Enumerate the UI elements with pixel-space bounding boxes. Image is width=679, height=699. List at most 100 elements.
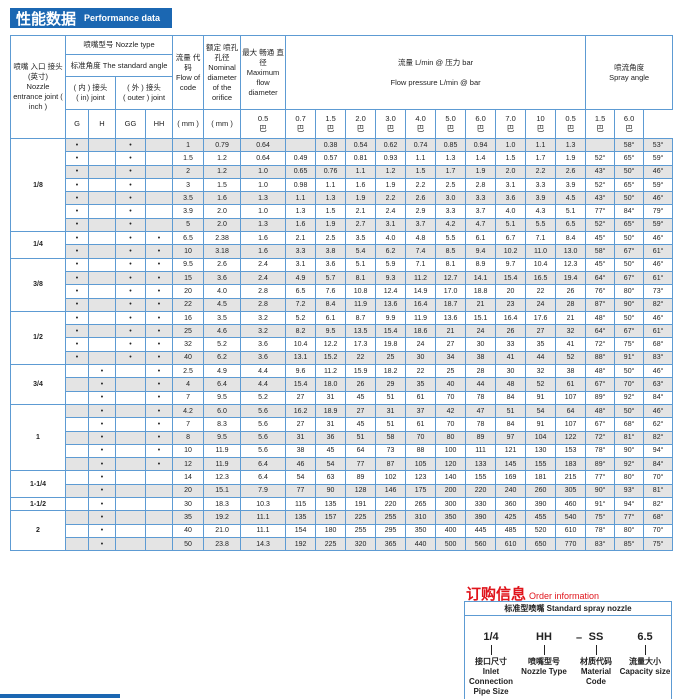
flow-value: 47 [465, 403, 497, 419]
flow-value: 107 [555, 417, 587, 432]
flow-value: 191 [345, 497, 377, 512]
flow-value: 51 [375, 390, 407, 405]
spray-angle-value: 67° [614, 244, 645, 259]
flow-value: 0.98 [285, 177, 317, 193]
joint-size: 3/4 [10, 364, 66, 405]
flow-code: 1.5 [172, 151, 205, 166]
flow-value: 2.7 [345, 217, 377, 233]
type-mark-h [88, 137, 116, 153]
flow-value: 610 [495, 536, 527, 552]
nominal-diameter: 9.5 [203, 390, 242, 405]
flow-value: 6.7 [495, 231, 527, 246]
spray-angle-value: 46° [643, 310, 674, 326]
type-mark-hh [144, 497, 174, 512]
flow-value: 8.2 [285, 324, 317, 339]
type-mark-gg: • [115, 270, 146, 286]
max-flow-diameter: 5.2 [240, 390, 287, 405]
spray-angle-value: 50° [614, 257, 645, 272]
nominal-diameter: 6.0 [203, 403, 242, 419]
type-mark-g [65, 523, 89, 538]
table-row: 2 • 35 19.2 11.1 135 157 225 255 310 350 390 425 455 5… [10, 510, 674, 552]
nominal-diameter: 1.2 [203, 151, 242, 166]
nominal-diameter: 4.6 [203, 324, 242, 339]
max-flow-diameter: 6.4 [240, 457, 287, 472]
flow-value: 9.6 [285, 364, 317, 379]
flow-value: 1.7 [525, 151, 557, 166]
table-row: • • 4 6.4 4.4 15.4 18.0 26 29 35 40 44 48 52 61 67° 70° 6… [11, 377, 674, 392]
nozzle-type-header: 喷嘴型号 Nozzle type [64, 35, 174, 55]
flow-value: 3.7 [465, 204, 497, 219]
type-mark-gg [115, 443, 146, 459]
flow-value: 130 [525, 443, 557, 459]
flow-value: 61 [555, 377, 587, 392]
type-mark-gg [115, 510, 146, 525]
flow-value: 91 [525, 417, 557, 432]
flow-value: 9.4 [465, 244, 497, 259]
nominal-diameter: 9.5 [203, 430, 242, 445]
flow-code: 5 [172, 217, 205, 233]
type-mark-h: • [88, 390, 116, 405]
flow-value: 23 [495, 297, 527, 312]
standard-angle-header: 标准角度 The standard angle [64, 54, 174, 77]
type-mark-gg [115, 523, 146, 538]
flow-value: 192 [285, 536, 317, 552]
order-part: 6.5 流量大小 Capacity size [617, 632, 673, 677]
flow-value: 27 [285, 417, 317, 432]
flow-value: 455 [525, 510, 557, 525]
order-part-cn: 材质代码 [580, 657, 612, 666]
flow-value: 6.1 [465, 231, 497, 246]
table-row: • • 3.9 2.0 1.0 1.3 1.5 2.1 2.4 2.9 3.3 3.7 4.0 4.3 5.… [11, 204, 674, 219]
type-mark-hh [144, 164, 174, 179]
joint-size: 2 [10, 510, 66, 552]
spray-angle-value: 75° [614, 337, 645, 352]
max-flow-diameter: 5.6 [240, 443, 287, 459]
spray-angle-value: 64° [585, 270, 616, 286]
flow-value: 16.5 [525, 270, 557, 286]
flow-value: 2.1 [345, 204, 377, 219]
flow-value: 1.1 [345, 164, 377, 179]
table-row: • • • 20 4.0 2.8 6.5 7.6 10.8 12.4 14.9 17.0 18.8 20 2… [11, 284, 674, 299]
flow-value: 330 [465, 497, 497, 512]
type-mark-h: • [88, 443, 116, 459]
flow-code: 40 [172, 523, 205, 538]
max-flow-diameter: 1.0 [240, 164, 287, 179]
flow-value: 180 [315, 523, 347, 538]
type-mark-g: • [65, 217, 89, 233]
flow-value: 18.0 [315, 377, 347, 392]
type-mark-hh [144, 536, 174, 552]
table-row: • • • 22 4.5 2.8 7.2 8.4 11.9 13.6 16.4 18.7 21 23 24 2… [11, 297, 674, 312]
type-mark-h [88, 257, 116, 272]
table-row: • • 12 11.9 6.4 46 54 77 87 105 120 133 145 155 183 89°… [11, 457, 674, 472]
spray-angle-value: 82° [643, 297, 674, 312]
table-row: • • 10 11.9 5.6 38 45 64 73 88 100 111 121 130 153 78° 9… [11, 443, 674, 459]
spray-angle-value: 82° [643, 497, 674, 512]
type-mark-g [65, 510, 89, 525]
flow-value: 30 [405, 350, 437, 366]
flow-value: 90 [315, 483, 347, 499]
flow-value: 21 [435, 324, 467, 339]
type-mark-hh: • [144, 284, 174, 299]
type-mark-h [88, 204, 116, 219]
type-mark-gg [115, 417, 146, 432]
flow-value: 5.5 [525, 217, 557, 233]
type-mark-g: • [65, 270, 89, 286]
max-flow-diameter: 11.1 [240, 523, 287, 538]
nominal-diameter: 2.0 [203, 217, 242, 233]
flow-value: 115 [285, 497, 317, 512]
max-flow-diameter: 0.64 [240, 151, 287, 166]
max-flow-diameter: 3.2 [240, 310, 287, 326]
type-mark-g: • [65, 191, 89, 206]
order-title-en: Order information [529, 591, 600, 601]
type-mark-gg: • [115, 337, 146, 352]
flow-value: 27 [345, 403, 377, 419]
flow-value: 77 [285, 483, 317, 499]
order-part-code: 6.5 [637, 631, 653, 643]
spray-angle-value: 89° [585, 457, 616, 472]
flow-value: 48 [495, 377, 527, 392]
spray-angle-value: 76° [585, 284, 616, 299]
flow-value: 225 [345, 510, 377, 525]
table-row: • • 8 9.5 5.6 31 36 51 58 70 80 89 97 104 122 72° 81° 82° [11, 430, 674, 445]
flow-value: 390 [525, 497, 557, 512]
flow-value: 13.1 [285, 350, 317, 366]
title-en: Performance data [84, 13, 161, 23]
